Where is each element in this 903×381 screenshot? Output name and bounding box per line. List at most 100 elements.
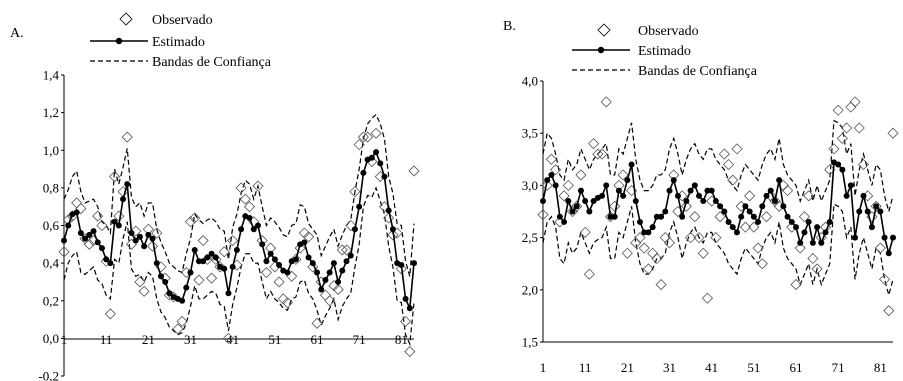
a-estimated-point xyxy=(381,173,388,180)
b-observed-point xyxy=(550,164,562,176)
a-observed-point xyxy=(151,227,163,239)
b-estimated-point xyxy=(826,218,833,225)
b-estimated-point xyxy=(628,161,635,168)
a-estimated-point xyxy=(153,260,160,267)
a-observed-point xyxy=(311,317,323,329)
b-observed-point xyxy=(579,226,591,238)
a-estimated-point xyxy=(111,218,118,225)
b-estimated-point xyxy=(759,203,766,210)
a-observed-point xyxy=(222,332,235,344)
a-estimated-point xyxy=(157,273,164,280)
b-y-tick-label: 3,0 xyxy=(522,178,538,193)
b-observed-point xyxy=(689,211,701,223)
a-estimated-point xyxy=(86,231,93,238)
b-estimated-point xyxy=(565,198,572,205)
a-estimated-point xyxy=(145,231,152,238)
b-observed-point xyxy=(841,122,853,134)
b-estimated-point xyxy=(624,177,631,184)
a-observed-point xyxy=(71,197,83,209)
b-observed-point xyxy=(883,305,895,317)
a-observed-point xyxy=(96,219,108,232)
b-observed-point xyxy=(722,158,735,171)
b-estimated-point xyxy=(717,203,724,210)
b-estimated-point xyxy=(582,198,589,205)
panel-a-legend-observed-marker xyxy=(119,12,133,26)
b-estimated-point xyxy=(877,208,884,215)
b-observed-point xyxy=(870,200,882,212)
a-observed-point xyxy=(235,182,247,194)
b-estimated-point xyxy=(603,182,610,189)
b-estimated-point xyxy=(733,229,740,236)
b-observed-point xyxy=(853,122,865,134)
panel-a-legend-estimated: Estimado xyxy=(152,35,205,50)
a-observed-point xyxy=(294,242,306,254)
a-y-tick-label: 0,2 xyxy=(43,293,59,308)
panel-b-y-tick-labels: 1,5 2,0 2,5 3,0 3,5 4,0 xyxy=(522,74,543,350)
b-x-tick-label: 41 xyxy=(705,360,718,375)
b-estimated-point xyxy=(742,203,749,210)
b-estimated-point xyxy=(666,187,673,194)
a-observed-point xyxy=(387,229,399,241)
a-y-tick-label: 0,8 xyxy=(43,180,59,195)
b-estimated-point xyxy=(687,187,694,194)
a-estimated-point xyxy=(94,239,101,246)
a-observed-point xyxy=(172,323,184,335)
a-estimated-point xyxy=(120,196,127,203)
b-observed-point xyxy=(701,292,714,304)
panel-b-x-tick-labels: 1 11 21 31 41 51 61 71 81 xyxy=(540,360,887,375)
a-estimated-point xyxy=(246,214,253,221)
a-estimated-point xyxy=(360,169,367,176)
a-estimated-point xyxy=(233,246,240,253)
b-y-tick-label: 3,5 xyxy=(522,126,538,141)
b-observed-point xyxy=(562,179,574,191)
b-band-upper-line xyxy=(542,119,894,214)
b-estimated-point xyxy=(797,239,804,246)
a-observed-point xyxy=(336,244,348,256)
b-estimated-point xyxy=(750,213,757,220)
b-estimated-point xyxy=(729,224,736,231)
a-observed-point xyxy=(134,276,146,288)
b-estimated-point xyxy=(868,224,875,231)
a-y-tick-label: 1,0 xyxy=(43,143,59,158)
a-estimated-point xyxy=(314,269,321,276)
a-y-tick-label: 0,0 xyxy=(43,331,59,346)
a-estimated-point xyxy=(326,269,333,276)
b-observed-point xyxy=(714,211,726,223)
b-observed-point xyxy=(744,190,756,202)
a-estimated-point xyxy=(351,226,358,233)
b-observed-point xyxy=(541,179,553,191)
a-observed-point xyxy=(303,231,315,243)
b-x-tick-label: 1 xyxy=(540,360,547,375)
a-estimated-point xyxy=(77,230,84,237)
a-observed-point xyxy=(189,212,201,224)
a-observed-point xyxy=(345,219,357,232)
panel-a-y-tick-labels: -0,2 0,0 0,2 0,4 0,6 0,8 1,0 1,2 1,4 xyxy=(38,68,64,381)
b-estimated-point xyxy=(658,213,665,220)
b-observed-point xyxy=(583,268,595,280)
b-estimated-point xyxy=(540,198,546,205)
panel-a: A. Observado Estimado Bandas de Confianç… xyxy=(10,12,420,381)
b-observed-point xyxy=(558,190,570,202)
b-observed-point xyxy=(588,138,600,150)
b-estimated-point xyxy=(780,203,787,210)
b-x-tick-label: 21 xyxy=(621,360,634,375)
a-observed-point xyxy=(243,201,256,213)
a-estimated-point xyxy=(98,245,105,252)
a-observed-point xyxy=(273,276,285,288)
a-observed-point xyxy=(92,210,104,222)
a-estimated-point xyxy=(276,262,283,269)
a-observed-point xyxy=(353,139,365,151)
b-observed-point xyxy=(731,143,743,155)
b-estimated-point xyxy=(767,187,774,194)
b-observed-point xyxy=(642,263,654,275)
b-observed-point xyxy=(807,252,819,265)
a-observed-point xyxy=(197,234,209,247)
a-estimated-point xyxy=(267,250,274,257)
a-estimated-point xyxy=(204,254,211,261)
b-observed-point xyxy=(849,96,861,108)
a-estimated-point xyxy=(406,305,413,312)
a-estimated-point xyxy=(339,267,346,274)
a-estimated-point xyxy=(402,295,409,302)
b-estimated-point xyxy=(556,213,563,220)
a-observed-point xyxy=(163,289,175,301)
